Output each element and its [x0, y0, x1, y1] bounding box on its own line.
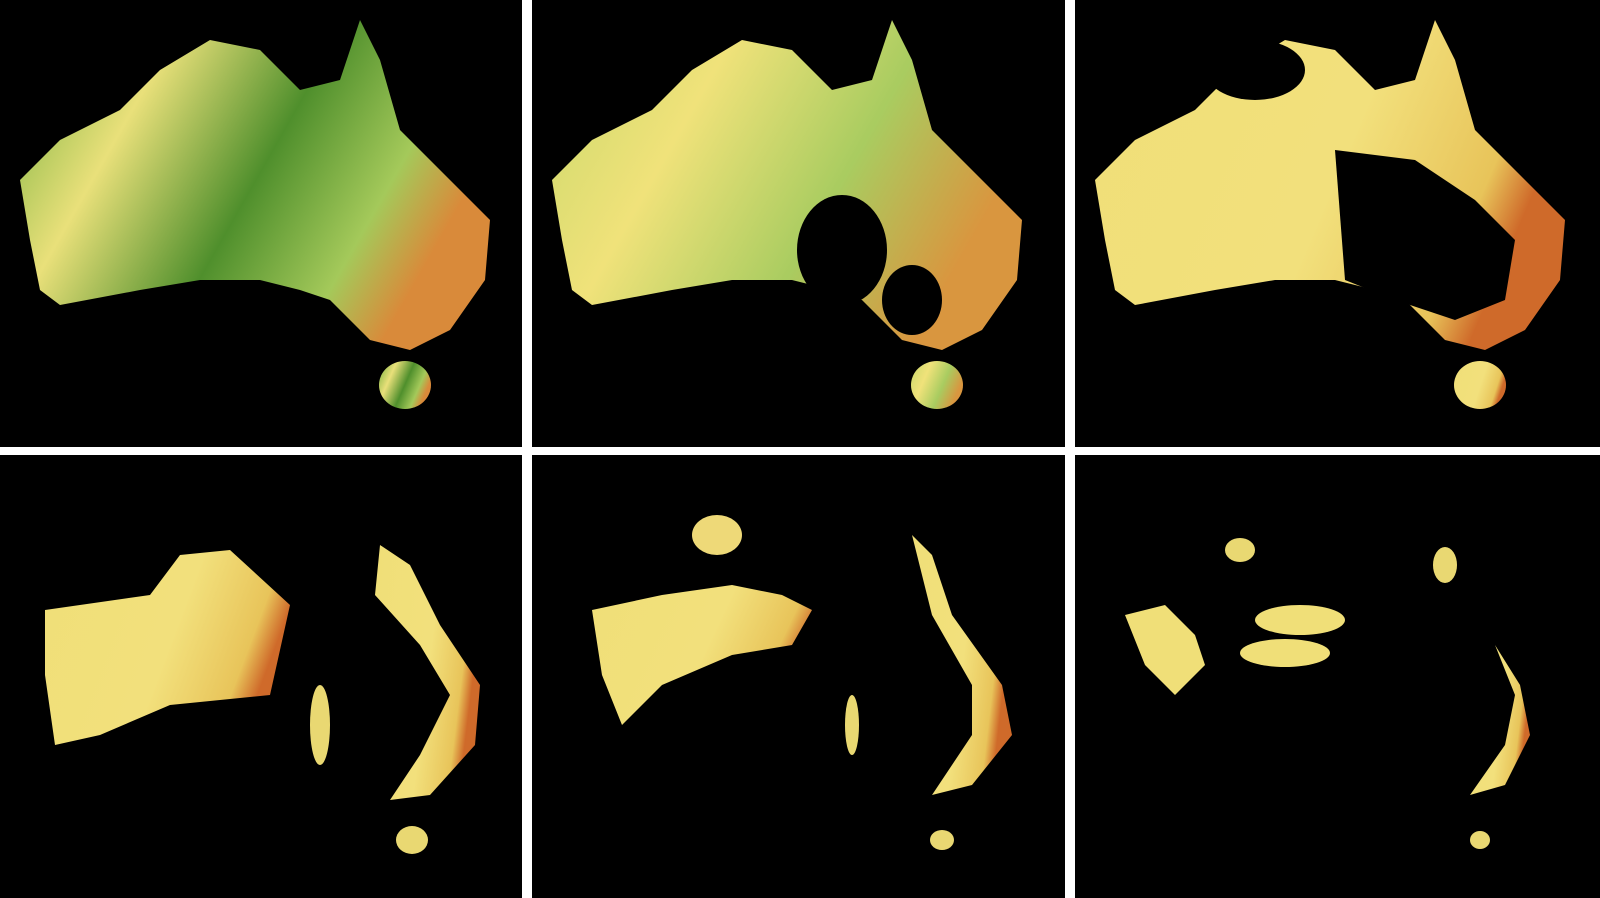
- landmass: [592, 585, 812, 725]
- flooded-area: [797, 195, 887, 305]
- landmass: [379, 361, 431, 409]
- flooded-area: [882, 265, 942, 335]
- panel: [0, 0, 522, 447]
- landmass: [375, 545, 480, 800]
- landmass: [1433, 547, 1457, 583]
- landmass: [1225, 538, 1255, 562]
- panel: [532, 0, 1065, 447]
- landmass: [1255, 605, 1345, 635]
- landmass: [1470, 831, 1490, 849]
- landmass: [396, 826, 428, 854]
- landmass: [1454, 361, 1506, 409]
- panel: [1075, 0, 1600, 447]
- landmass: [1240, 639, 1330, 667]
- landmass: [845, 695, 859, 755]
- flooded-area: [1205, 40, 1305, 100]
- landmass: [1125, 605, 1205, 695]
- landmass: [45, 550, 290, 745]
- panel: [532, 455, 1065, 898]
- flooded-area: [1335, 150, 1515, 320]
- landmass: [1470, 645, 1530, 795]
- landmass: [692, 515, 742, 555]
- landmass: [911, 361, 963, 409]
- panel: [0, 455, 522, 898]
- landmass: [310, 685, 330, 765]
- landmass: [912, 535, 1012, 795]
- landmass: [930, 830, 954, 850]
- panel: [1075, 455, 1600, 898]
- panel-bg: [1075, 455, 1600, 898]
